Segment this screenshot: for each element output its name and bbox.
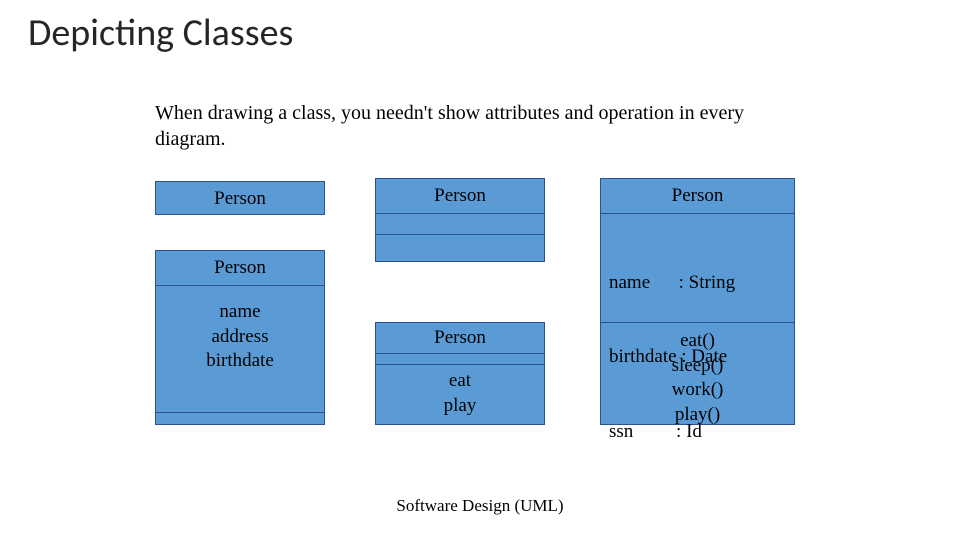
class-name: Person <box>376 323 544 353</box>
class-attributes-empty <box>376 213 544 234</box>
class-operations: eat() sleep() work() play() <box>601 322 794 432</box>
op-line: play <box>382 394 538 419</box>
class-attributes-empty <box>376 353 544 364</box>
uml-class-box-1: Person <box>155 181 325 215</box>
attr-line: name : String <box>609 271 786 296</box>
class-attributes: name : String birthdate : Date ssn : Id <box>601 213 794 322</box>
class-name: Person <box>601 179 794 213</box>
uml-class-box-3: Person <box>375 178 545 262</box>
footer-text: Software Design (UML) <box>0 496 960 516</box>
class-operations-empty <box>156 412 324 431</box>
slide-title: Depicting Classes <box>28 10 293 56</box>
class-operations: eat play <box>376 364 544 422</box>
uml-class-box-5: Person name : String birthdate : Date ss… <box>600 178 795 425</box>
uml-class-box-4: Person eat play <box>375 322 545 425</box>
attr-line: birthdate <box>162 349 318 374</box>
class-attributes: name address birthdate <box>156 285 324 412</box>
attr-line: address <box>162 325 318 350</box>
intro-text: When drawing a class, you needn't show a… <box>155 100 775 152</box>
attr-line: name <box>162 300 318 325</box>
class-name: Person <box>156 251 324 285</box>
op-line: eat <box>382 369 538 394</box>
class-name: Person <box>376 179 544 213</box>
uml-class-box-2: Person name address birthdate <box>155 250 325 425</box>
class-operations-empty <box>376 234 544 255</box>
class-name: Person <box>156 182 324 216</box>
op-line: work() <box>607 378 788 403</box>
